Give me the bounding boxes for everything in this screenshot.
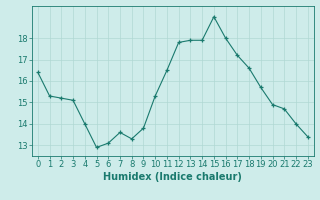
X-axis label: Humidex (Indice chaleur): Humidex (Indice chaleur) (103, 172, 242, 182)
